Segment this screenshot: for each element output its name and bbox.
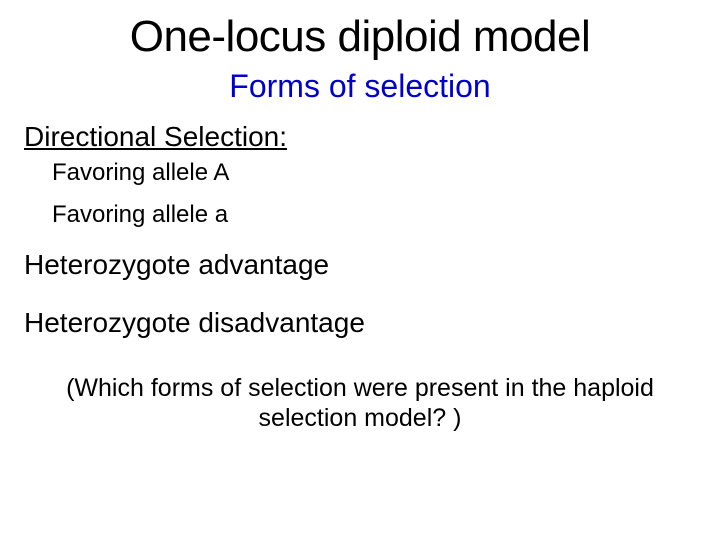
- het-advantage-heading: Heterozygote advantage: [24, 249, 696, 281]
- directional-item-a: Favoring allele A: [52, 159, 696, 187]
- slide-question: (Which forms of selection were present i…: [24, 373, 696, 433]
- slide-subtitle: Forms of selection: [24, 68, 696, 105]
- directional-item-b: Favoring allele a: [52, 201, 696, 229]
- directional-heading: Directional Selection:: [24, 121, 696, 153]
- het-disadvantage-heading: Heterozygote disadvantage: [24, 307, 696, 339]
- slide-title: One-locus diploid model: [24, 12, 696, 62]
